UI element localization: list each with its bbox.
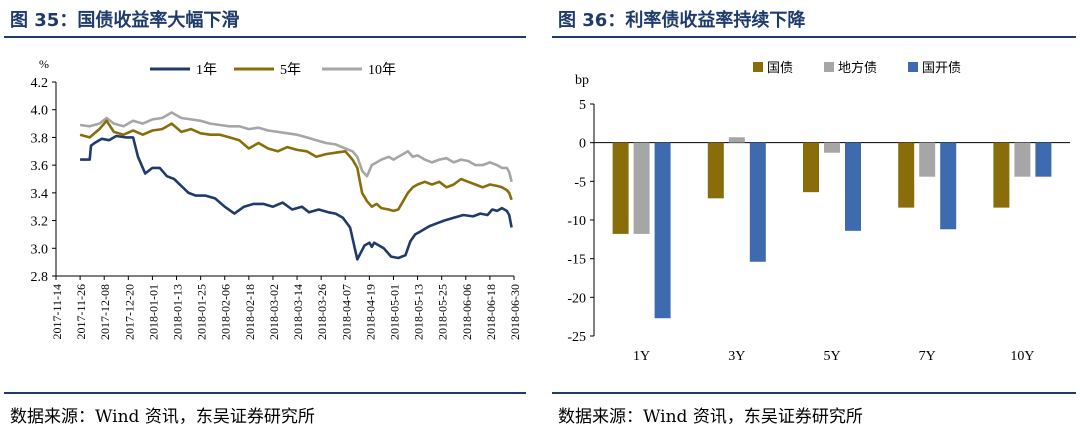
y-tick-label: -10 [567,214,586,229]
y-tick-label: 3.6 [31,159,49,174]
y-tick-label: 4.0 [31,104,49,119]
bar-5Y-地方债 [824,142,840,153]
x-tick-label: 2018-03-02 [267,284,281,340]
y-tick-label: 3.2 [31,215,49,230]
bar-chart: 5 0 -5 -10 -15 -20 -25 bp 1Y 3Y 5Y 7Y 10Y 国债 地方债 国开债 [567,60,1070,364]
bar-5Y-国债 [803,142,819,193]
x-tick-label: 2018-06-06 [460,284,474,340]
x-tick-label: 3Y [728,349,745,364]
left-source-note: 数据来源：Wind 资讯，东吴证券研究所 [10,407,315,427]
left-title-rule [4,36,526,38]
right-source-note: 数据来源：Wind 资讯，东吴证券研究所 [558,407,863,427]
x-tick-label: 2018-01-01 [146,284,160,340]
line-series-10y [79,111,513,183]
x-tick-label: 2017-11-26 [74,284,88,340]
right-chart-title: 图 36：利率债收益率持续下降 [558,10,806,31]
legend-swatch [908,62,918,72]
x-tick-label: 2018-02-06 [219,284,233,340]
legend-label: 5年 [280,62,301,78]
bar-3Y-国开债 [749,142,766,262]
x-tick-label: 2018-05-01 [387,284,401,340]
right-title-rule [552,36,1076,38]
x-tick-label: 2018-01-25 [195,284,209,340]
line-chart: 4.2 4.0 3.8 3.6 3.4 3.2 3.0 2.8% 2017-11-14 2017-… [31,57,523,340]
legend-label: 10年 [368,62,396,78]
bar-7Y-国开债 [940,142,957,230]
right-bottom-rule [552,392,1076,394]
bar-10Y-地方债 [1014,142,1031,177]
y-tick-label: -20 [567,291,586,306]
y-tick-label: 3.8 [31,131,49,146]
x-tick-label: 2018-03-14 [291,284,305,340]
y-tick-label: 5 [579,98,586,113]
x-tick-label: 2017-12-08 [98,284,112,340]
x-tick-label: 2018-06-30 [508,284,522,340]
bar-7Y-地方债 [919,142,936,177]
legend-label: 地方债 [838,60,877,75]
x-tick-label: 10Y [1010,349,1034,364]
bar-10Y-国债 [993,142,1010,208]
y-axis-unit: bp [575,73,589,88]
y-tick-label: -5 [574,175,586,190]
left-chart-title: 图 35：国债收益率大幅下滑 [10,10,240,31]
bar-5Y-国开债 [845,142,861,231]
y-tick-label: 3.4 [31,187,49,202]
x-tick-label: 2018-02-18 [243,284,257,340]
line-series-5y [79,119,513,213]
x-tick-label: 2018-06-18 [484,284,498,340]
bar-1Y-国债 [612,142,629,234]
bar-3Y-国债 [707,142,724,199]
y-tick-label: 4.2 [31,76,49,91]
y-tick-label: -15 [567,253,586,268]
x-tick-label: 2018-04-07 [339,284,353,340]
left-chart-panel: 图 35：国债收益率大幅下滑 4.2 4.0 3.8 3.6 3.4 3.2 3.0 2.8%… [0,0,530,429]
y-axis-unit: % [39,57,49,71]
bar-10Y-国开债 [1035,142,1052,177]
bar-1Y-国开债 [654,142,671,319]
x-tick-label: 2017-12-20 [122,284,136,340]
x-tick-label: 2018-03-26 [315,284,329,340]
x-tick-label: 2018-04-19 [363,284,377,340]
legend-label: 国开债 [922,60,961,75]
left-bottom-rule [4,392,526,394]
legend-label: 1年 [196,62,217,78]
legend-swatch [824,62,834,72]
x-tick-label: 2018-01-13 [171,284,185,340]
bar-7Y-国债 [898,142,915,208]
x-tick-label: 5Y [823,349,840,364]
y-tick-label: 3.0 [31,242,49,257]
bar-3Y-地方债 [728,137,745,143]
x-tick-label: 7Y [919,349,936,364]
x-tick-label: 1Y [633,349,650,364]
line-series-1y [80,134,513,261]
legend-swatch [753,62,763,72]
y-tick-label: 2.8 [31,270,49,285]
x-tick-label: 2018-05-25 [436,284,450,340]
y-tick-label: -25 [567,330,586,345]
legend-label: 国债 [767,60,793,75]
x-tick-label: 2018-05-13 [412,284,426,340]
y-tick-label: 0 [579,137,586,152]
x-tick-label: 2017-11-14 [50,284,64,340]
bar-1Y-地方债 [633,142,650,234]
right-chart-panel: 图 36：利率债收益率持续下降 5 0 -5 -10 -15 -20 -25 bp 1Y 3Y 5Y… [548,0,1080,429]
